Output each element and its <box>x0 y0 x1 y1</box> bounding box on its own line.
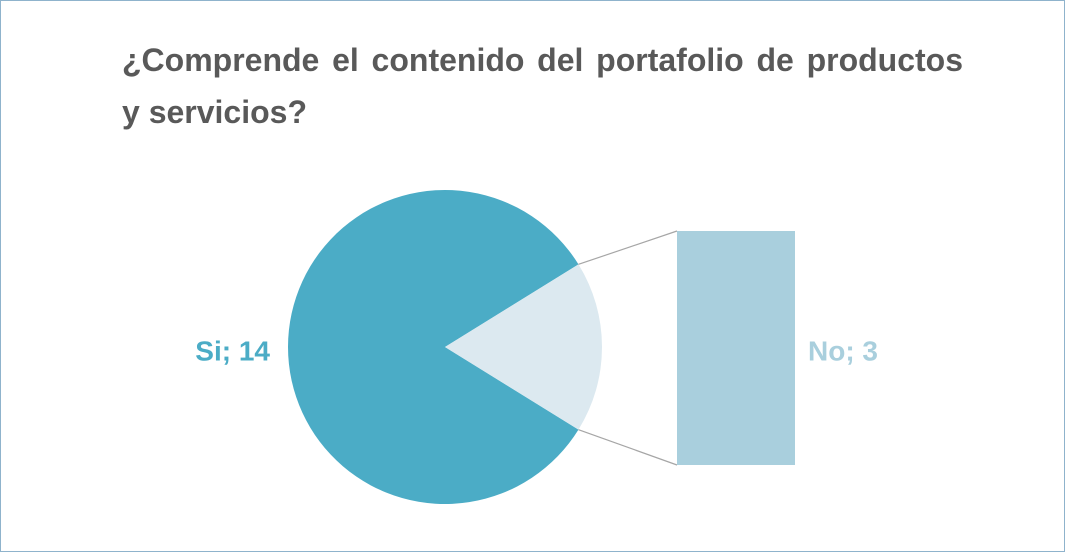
secondary-bar <box>677 231 795 465</box>
connector-line <box>578 429 678 466</box>
chart-title: ¿Comprende el contenido del portafolio d… <box>122 42 963 130</box>
pie-slice <box>445 264 602 430</box>
data-label: Si; 14 <box>195 335 270 366</box>
pie-slice <box>288 190 579 505</box>
connector-line <box>578 230 678 265</box>
data-label: No; 3 <box>808 335 878 366</box>
